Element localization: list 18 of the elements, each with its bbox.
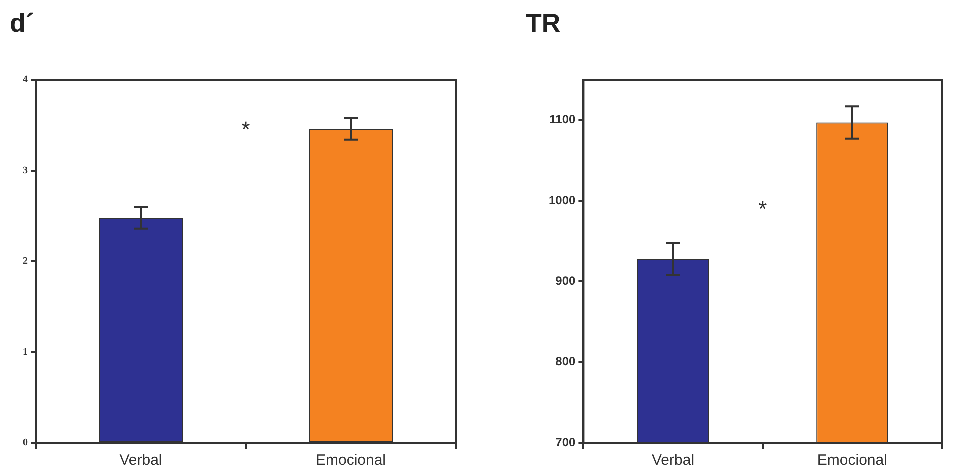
annotation: * [242, 116, 251, 142]
y-tick-label: 900 [556, 274, 576, 288]
annotation: * [758, 196, 768, 222]
chart-title: TR [526, 8, 561, 39]
y-tick-label: 1000 [548, 193, 576, 208]
y-tick-label: 0 [23, 438, 28, 449]
y-tick-label: 3 [23, 165, 28, 176]
y-tick-label: 1100 [550, 112, 576, 127]
x-tick-label: Verbal [652, 452, 695, 470]
x-tick-label: Emocional [817, 452, 888, 470]
y-tick-label: 1 [23, 346, 28, 358]
chart-title: d´ [10, 8, 35, 39]
x-tick-label: Verbal [120, 452, 162, 470]
y-tick-label: 2 [23, 256, 28, 268]
y-tick-label: 700 [556, 435, 576, 450]
x-tick-label: Emocional [316, 452, 386, 470]
y-tick-label: 4 [23, 74, 28, 86]
y-tick-label: 800 [556, 354, 576, 369]
